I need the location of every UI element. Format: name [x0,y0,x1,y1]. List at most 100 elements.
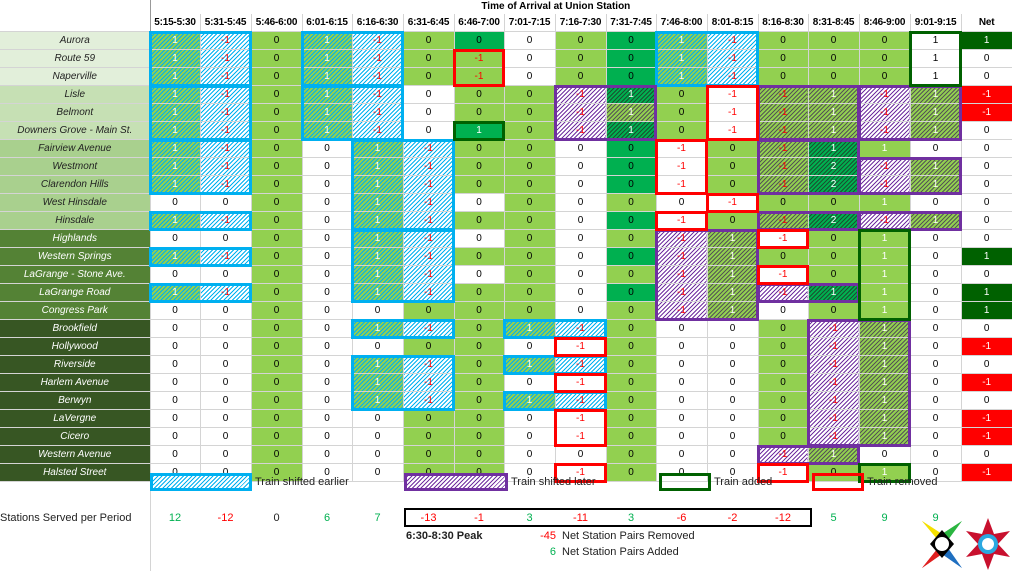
schedule-cell: 0 [504,31,556,50]
period-value: -1 [373,71,382,82]
schedule-cell: 1 [302,121,353,140]
corner-cell [0,0,151,14]
schedule-cell: 0 [758,319,809,338]
schedule-cell: 0 [555,139,607,158]
period-value: 0 [273,35,280,46]
schedule-cell: 0 [555,211,607,230]
schedule-cell: 0 [910,229,962,248]
period-value: 1 [932,107,939,118]
period-value: 1 [324,125,330,136]
period-value: 1 [678,35,685,46]
net-value: 0 [960,67,1012,86]
schedule-cell: 0 [251,445,303,464]
period-value: 0 [577,215,584,226]
schedule-cell: 0 [758,427,809,446]
period-value: -1 [880,89,889,100]
period-value: 0 [222,359,229,370]
schedule-cell: -1 [352,31,404,50]
schedule-cell: 1 [302,31,353,50]
period-value: 0 [577,251,584,262]
period-header: 5:31-5:45 [200,14,252,32]
schedule-cell: 0 [707,373,759,392]
period-value: 1 [932,125,939,136]
period-value: 0 [526,431,533,442]
period-value: 1 [172,89,178,100]
schedule-cell: 1 [352,247,404,266]
period-value: 0 [780,431,786,442]
schedule-cell: -1 [808,355,860,374]
schedule-cell: 0 [454,139,505,158]
schedule-cell: 0 [454,31,505,50]
period-value: 0 [932,197,939,208]
period-value: 0 [729,449,736,460]
period-value: 0 [932,341,939,352]
schedule-cell: 1 [859,409,911,428]
schedule-cell: 0 [758,301,809,320]
schedule-cell: 1 [859,301,911,320]
period-value: 0 [830,71,837,82]
schedule-cell: 0 [403,31,455,50]
period-value: 0 [374,341,381,352]
period-value: 1 [172,35,178,46]
schedule-cell: 0 [200,265,252,284]
period-value: 1 [881,341,888,352]
period-header: 8:31-8:45 [808,14,860,32]
period-value: 0 [678,125,685,136]
period-value: 0 [526,215,533,226]
schedule-cell: 1 [707,301,759,320]
schedule-cell: 0 [808,265,860,284]
schedule-cell: 0 [910,373,962,392]
period-value: 1 [172,161,178,172]
period-value: 0 [526,287,533,298]
schedule-cell: 0 [555,67,607,86]
schedule-cell: 1 [150,103,201,122]
period-value: 1 [324,53,330,64]
period-value: 0 [222,305,229,316]
period-value: 1 [374,233,381,244]
schedule-cell: 1 [859,283,911,302]
station-name: West Hinsdale [0,193,151,212]
schedule-cell: 0 [555,157,607,176]
schedule-cell: 0 [656,427,708,446]
schedule-cell: 0 [200,301,252,320]
station-row: Clarendon Hills 1 -1 0 0 1 -1 0 0 0 0 -1 0 -1 2 -1 1 0 [0,175,1012,194]
schedule-cell: -1 [859,211,911,230]
schedule-cell: 0 [707,391,759,410]
period-value: 0 [172,197,178,208]
schedule-cell: -1 [808,319,860,338]
station-name: Berwyn [0,391,151,410]
schedule-cell: 0 [200,319,252,338]
period-value: 0 [374,431,381,442]
schedule-cell: -1 [200,139,252,158]
schedule-cell: 0 [758,49,809,68]
net-value: 0 [960,193,1012,212]
schedule-cell: 0 [504,463,556,482]
schedule-cell: -1 [707,67,759,86]
period-value: 0 [577,143,584,154]
period-value: -1 [576,359,585,370]
stations-served-value: 9 [932,512,939,524]
period-value: 1 [830,125,837,136]
schedule-cell: 0 [910,247,962,266]
schedule-cell: 0 [504,175,556,194]
period-value: -1 [424,377,433,388]
schedule-cell: 0 [758,31,809,50]
period-value: 0 [628,377,634,388]
station-name: Cicero [0,427,151,446]
period-value: 0 [932,467,939,478]
period-value: 0 [577,269,584,280]
station-row: Congress Park 0 0 0 0 0 0 0 0 0 0 -1 1 0 0 1 0 1 [0,301,1012,320]
period-value: 0 [222,197,229,208]
schedule-cell: 0 [454,319,505,338]
schedule-cell: 1 [150,49,201,68]
period-value: 0 [628,341,634,352]
period-value: 1 [526,395,533,406]
period-value: 0 [425,431,432,442]
period-value: 0 [172,341,178,352]
period-value: 1 [526,323,533,334]
schedule-cell: -1 [707,85,759,104]
period-value: -1 [829,413,838,424]
period-value: 0 [780,35,786,46]
schedule-cell: 0 [302,319,353,338]
schedule-cell: 0 [859,67,911,86]
